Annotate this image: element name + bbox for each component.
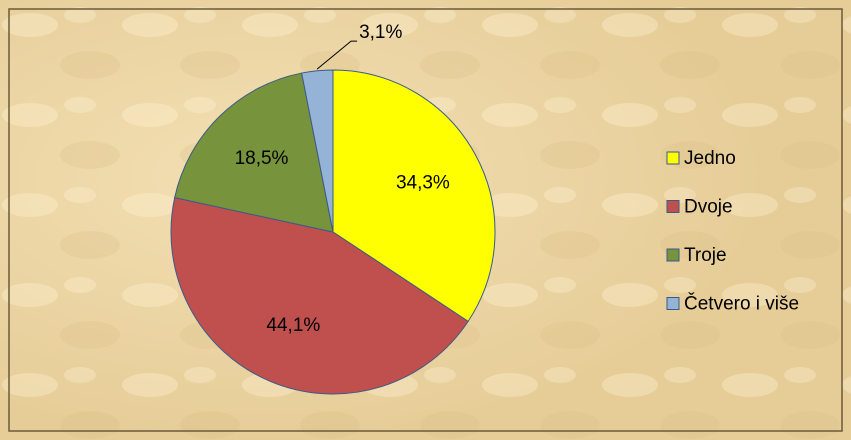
data-label: 18,5% bbox=[235, 148, 289, 169]
legend-swatch bbox=[666, 297, 680, 310]
leader-line bbox=[316, 40, 358, 70]
pie-slice bbox=[170, 197, 469, 395]
legend-label: Troje bbox=[684, 245, 727, 266]
legend-swatch bbox=[666, 151, 680, 165]
legend-swatch bbox=[666, 200, 680, 213]
data-label: 34,3% bbox=[396, 173, 450, 194]
legend-label: Četvero i više bbox=[684, 293, 799, 315]
pie-slice bbox=[301, 69, 334, 233]
data-label: 44,1% bbox=[266, 315, 320, 336]
pie-slice bbox=[174, 72, 334, 233]
frame bbox=[8, 8, 843, 432]
legend-label: Dvoje bbox=[684, 197, 733, 218]
data-label: 3,1% bbox=[359, 22, 402, 43]
legend-label: Jedno bbox=[684, 148, 736, 169]
legend-swatch bbox=[666, 248, 680, 262]
